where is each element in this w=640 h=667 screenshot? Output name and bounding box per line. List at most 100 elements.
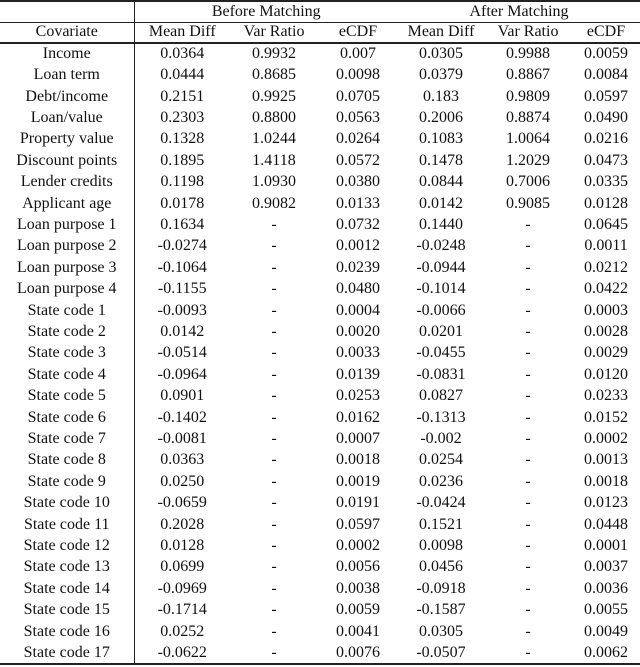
ecdf-after-cell: 0.0422 (584, 280, 629, 298)
mean-diff-before-cell: -0.1064 (133, 257, 230, 279)
table-row: Loan term 0.0444 0.8685 0.0098 0.0379 0.… (0, 64, 640, 86)
covariate-cell: State code 9 (27, 472, 106, 490)
ecdf-after-cell: 0.0216 (584, 130, 629, 148)
mean-diff-after-cell: -0.002 (420, 430, 462, 448)
var-ratio-before-cell: - (271, 280, 277, 298)
var-ratio-before-cell: - (271, 215, 277, 233)
var-ratio-after-cell: - (525, 558, 531, 576)
mean-diff-before-cell: 0.0363 (133, 449, 230, 472)
table-header: Before Matching After Matching Covariate… (0, 1, 640, 44)
mean-diff-before-cell: -0.1155 (133, 278, 230, 300)
mean-diff-before-cell: 0.1634 (133, 214, 230, 236)
ecdf-after-cell: 0.0013 (584, 451, 629, 469)
mean-diff-before-cell: 0.2151 (133, 85, 230, 108)
var-ratio-before-cell: - (271, 558, 277, 576)
ecdf-before-cell: 0.0012 (336, 237, 380, 255)
mean-diff-before-cell: -0.0514 (133, 342, 230, 365)
covariate-cell: State code 5 (27, 387, 106, 405)
ecdf-after-cell: 0.0645 (584, 215, 629, 233)
mean-diff-before-cell: -0.0093 (133, 299, 230, 322)
var-ratio-before-cell: 0.8800 (252, 108, 296, 126)
mean-diff-after-cell: 0.1440 (419, 215, 463, 233)
var-ratio-before-cell: - (271, 601, 277, 619)
covariate-cell: Lender credits (20, 173, 113, 191)
mean-diff-after-cell: 0.0098 (419, 537, 463, 555)
column-header-covariate: Covariate (0, 22, 134, 44)
mean-diff-before-cell: 0.2303 (133, 107, 230, 129)
table-row: Discount points 0.1895 1.4118 0.0572 0.1… (0, 150, 640, 172)
mean-diff-after-cell: -0.0944 (416, 258, 466, 276)
mean-diff-after-cell: 0.0305 (419, 45, 463, 63)
var-ratio-before-cell: 0.9082 (252, 194, 296, 212)
ecdf-before-cell: 0.0162 (336, 408, 380, 426)
mean-diff-after-cell: -0.0831 (416, 365, 466, 383)
ecdf-after-cell: 0.0212 (584, 258, 629, 276)
group-header-empty-cell (0, 1, 134, 23)
var-ratio-before-cell: - (271, 430, 277, 448)
table-row: Property value 0.1328 1.0244 0.0264 0.10… (0, 128, 640, 151)
ecdf-before-cell: 0.0018 (336, 451, 380, 469)
table-row: Loan purpose 4 -0.1155 - 0.0480 -0.1014 … (0, 278, 640, 300)
ecdf-after-cell: 0.0002 (584, 430, 629, 448)
mean-diff-after-cell: -0.1313 (416, 408, 466, 426)
var-ratio-after-cell: - (525, 601, 531, 619)
var-ratio-before-cell: - (271, 408, 277, 426)
mean-diff-after-cell: -0.0507 (416, 643, 466, 661)
mean-diff-after-cell: -0.1014 (416, 280, 466, 298)
ecdf-after-cell: 0.0123 (584, 494, 629, 512)
var-ratio-before-cell: - (271, 622, 277, 640)
mean-diff-before-cell: 0.0901 (133, 385, 230, 407)
ecdf-before-cell: 0.0191 (336, 494, 380, 512)
covariate-cell: State code 17 (23, 643, 110, 661)
var-ratio-after-cell: - (525, 301, 531, 319)
mean-diff-before-cell: 0.0142 (133, 321, 230, 343)
var-ratio-before-cell: - (271, 322, 277, 340)
table-row: Income 0.0364 0.9932 0.007 0.0305 0.9988… (0, 43, 640, 65)
ecdf-before-cell: 0.0732 (336, 215, 380, 233)
table-row: State code 5 0.0901 - 0.0253 0.0827 - 0.… (0, 385, 640, 407)
var-ratio-after-cell: - (525, 494, 531, 512)
mean-diff-before-cell: 0.0444 (133, 64, 230, 86)
mean-diff-after-cell: 0.0844 (419, 173, 463, 191)
ecdf-before-cell: 0.0253 (336, 387, 380, 405)
table-row: Loan purpose 1 0.1634 - 0.0732 0.1440 - … (0, 214, 640, 236)
var-ratio-before-cell: 1.0930 (252, 173, 296, 191)
mean-diff-before-cell: 0.1895 (133, 150, 230, 172)
covariate-cell: State code 6 (27, 408, 106, 426)
covariate-cell: Applicant age (22, 194, 112, 212)
mean-diff-after-cell: -0.0918 (416, 579, 466, 597)
covariate-cell: State code 11 (23, 515, 110, 533)
var-ratio-before-cell: 0.9925 (252, 87, 296, 105)
ecdf-after-cell: 0.0049 (584, 622, 629, 640)
ecdf-before-cell: 0.0059 (336, 601, 380, 619)
table-row: Applicant age 0.0178 0.9082 0.0133 0.014… (0, 192, 640, 215)
table-row: State code 9 0.0250 - 0.0019 0.0236 - 0.… (0, 471, 640, 493)
table-row: State code 14 -0.0969 - 0.0038 -0.0918 -… (0, 578, 640, 600)
mean-diff-before-cell: 0.1198 (133, 171, 230, 193)
ecdf-after-cell: 0.0011 (584, 237, 628, 255)
var-ratio-after-cell: 1.0064 (506, 130, 550, 148)
ecdf-before-cell: 0.0076 (336, 643, 380, 661)
column-header-ecdf-before: eCDF (318, 22, 398, 44)
ecdf-after-cell: 0.0233 (584, 387, 629, 405)
table-row: State code 7 -0.0081 - 0.0007 -0.002 - 0… (0, 428, 640, 450)
covariate-cell: State code 2 (27, 322, 106, 340)
covariate-cell: State code 7 (27, 430, 106, 448)
table-row: State code 15 -0.1714 - 0.0059 -0.1587 -… (0, 599, 640, 621)
var-ratio-before-cell: - (271, 537, 277, 555)
column-header-mean-diff-before: Mean Diff (133, 22, 230, 44)
var-ratio-before-cell: - (271, 344, 277, 362)
covariate-cell: State code 14 (23, 579, 110, 597)
group-header-before-matching: Before Matching (133, 1, 398, 23)
covariate-cell: Discount points (16, 151, 118, 169)
covariate-cell: State code 1 (27, 301, 106, 319)
mean-diff-after-cell: 0.1521 (419, 515, 463, 533)
table-row: State code 6 -0.1402 - 0.0162 -0.1313 - … (0, 406, 640, 429)
ecdf-before-cell: 0.0038 (336, 579, 380, 597)
ecdf-before-cell: 0.0480 (336, 280, 380, 298)
table-row: Lender credits 0.1198 1.0930 0.0380 0.08… (0, 171, 640, 193)
table-body: Income 0.0364 0.9932 0.007 0.0305 0.9988… (0, 43, 640, 664)
ecdf-before-cell: 0.0705 (336, 87, 380, 105)
var-ratio-after-cell: - (525, 643, 531, 661)
ecdf-after-cell: 0.0335 (584, 173, 629, 191)
